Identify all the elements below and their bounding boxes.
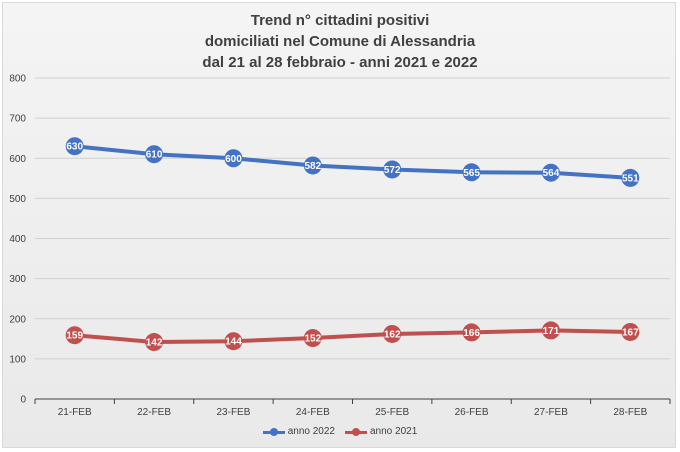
x-tick-label: 21-FEB xyxy=(58,407,92,418)
y-tick-label: 300 xyxy=(9,274,26,285)
data-label: 572 xyxy=(384,165,401,176)
legend-swatch-2022 xyxy=(262,427,285,437)
data-label: 142 xyxy=(146,338,163,349)
data-point xyxy=(224,332,243,351)
legend-label-2021: anno 2021 xyxy=(370,426,418,437)
data-point xyxy=(145,333,164,352)
chart-title-line-2: domiciliati nel Comune di Alessandria xyxy=(204,33,476,50)
legend-item-2022: anno 2022 xyxy=(262,426,335,437)
chart-title: Trend n° cittadini positivi domiciliati … xyxy=(0,10,680,73)
data-point xyxy=(145,145,164,164)
data-label: 144 xyxy=(225,337,242,348)
data-point xyxy=(621,322,640,341)
x-tick-label: 27-FEB xyxy=(534,407,568,418)
data-label: 610 xyxy=(146,150,163,161)
data-point xyxy=(541,163,560,182)
data-point xyxy=(383,160,402,179)
data-label: 630 xyxy=(66,142,83,153)
data-point xyxy=(462,323,481,342)
data-point xyxy=(383,324,402,343)
chart-title-line-3: dal 21 al 28 febbraio - anni 2021 e 2022 xyxy=(202,54,478,71)
y-tick-label: 700 xyxy=(9,114,26,125)
data-label: 582 xyxy=(304,161,321,172)
chart-frame xyxy=(2,2,676,448)
data-label: 600 xyxy=(225,154,242,165)
data-label: 152 xyxy=(304,334,321,345)
data-point xyxy=(621,168,640,187)
legend-item-2021: anno 2021 xyxy=(345,426,417,437)
x-tick-label: 22-FEB xyxy=(137,407,171,418)
data-point xyxy=(224,149,243,168)
data-label: 171 xyxy=(543,326,560,337)
data-label: 551 xyxy=(622,173,639,184)
data-label: 565 xyxy=(463,168,480,179)
legend-swatch-2021 xyxy=(345,427,367,437)
legend-label-2022: anno 2022 xyxy=(287,426,335,437)
data-label: 166 xyxy=(463,328,480,339)
y-tick-label: 100 xyxy=(9,354,26,365)
x-tick-label: 23-FEB xyxy=(216,407,250,418)
data-point xyxy=(541,321,560,340)
data-label: 162 xyxy=(384,329,401,340)
y-tick-label: 600 xyxy=(9,154,26,165)
data-point xyxy=(303,329,322,348)
x-tick-label: 25-FEB xyxy=(375,407,409,418)
data-label: 159 xyxy=(66,331,83,342)
x-tick-label: 24-FEB xyxy=(296,407,330,418)
y-tick-label: 0 xyxy=(20,395,26,406)
data-point xyxy=(462,163,481,182)
data-label: 564 xyxy=(543,168,560,179)
series-line-1 xyxy=(72,328,633,345)
chart-title-line-1: Trend n° cittadini positivi xyxy=(250,12,430,29)
chart-legend: anno 2022 anno 2021 xyxy=(0,426,680,437)
y-tick-label: 200 xyxy=(9,314,26,325)
data-label: 167 xyxy=(622,327,639,338)
x-tick-label: 26-FEB xyxy=(455,407,489,418)
data-point xyxy=(65,137,84,156)
y-tick-label: 400 xyxy=(9,234,26,245)
data-point xyxy=(65,326,84,345)
x-tick-label: 28-FEB xyxy=(613,407,647,418)
series-line-0 xyxy=(72,144,633,180)
data-point xyxy=(303,156,322,175)
y-tick-label: 500 xyxy=(9,194,26,205)
y-tick-label: 800 xyxy=(9,74,26,85)
